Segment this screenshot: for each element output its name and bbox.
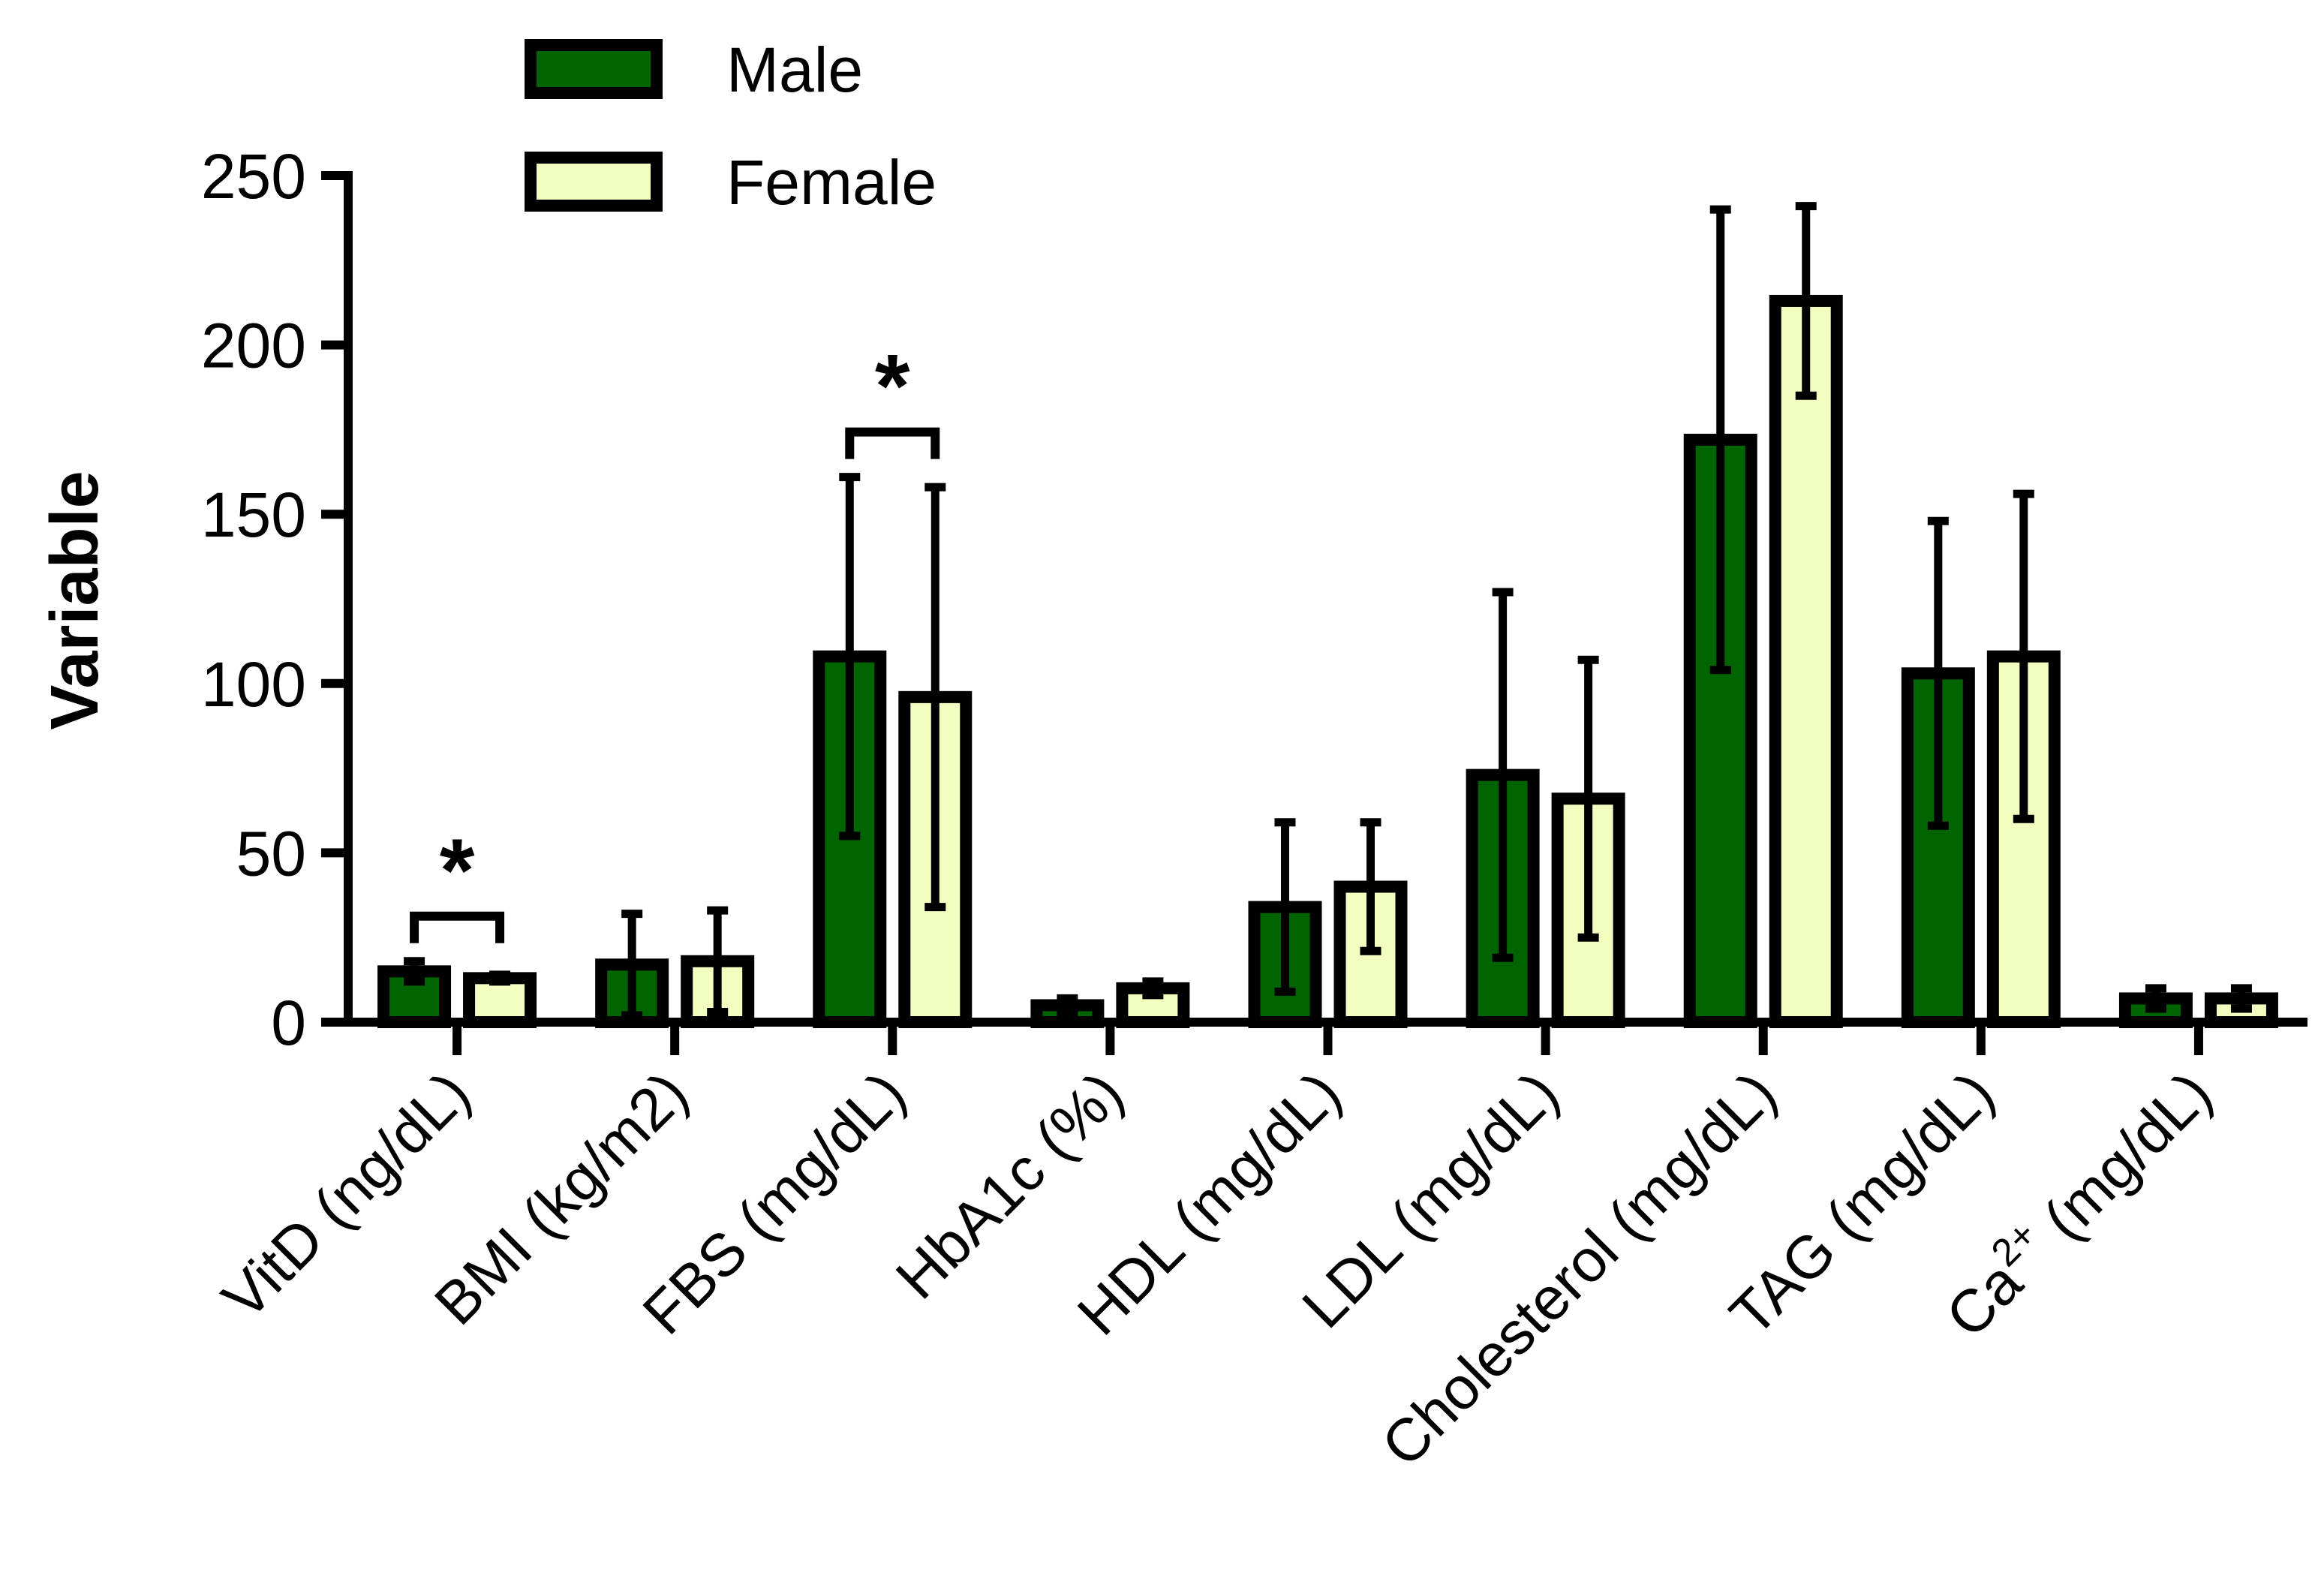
legend-label-female: Female [726, 147, 937, 218]
y-tick-label-250: 250 [201, 141, 306, 212]
y-tick-label-0: 0 [271, 988, 306, 1058]
significance-layer: ** [410, 336, 940, 943]
x-label-cholesterol-mg-dl: Cholesterol (mg/dL) [1369, 1059, 1789, 1479]
significance-bracket-1 [410, 911, 505, 943]
error-bars-layer [404, 202, 2252, 1020]
category-labels-layer: VitD (ng/dL)BMI (kg/m2)FBS (mg/dL)HbA1c … [209, 1059, 2224, 1479]
y-tick-label-100: 100 [201, 649, 306, 720]
legend-swatch-male [525, 39, 663, 99]
legend-swatch-female [525, 152, 663, 212]
significance-star-2: * [875, 336, 910, 437]
y-tick-label-200: 200 [201, 311, 306, 381]
bar-female-cholesterol-mg-dl [1769, 294, 1843, 1029]
y-tick-label-50: 50 [236, 818, 306, 889]
axes-layer: 0 50 100 150 200 250 [201, 141, 2307, 1058]
y-tick-label-150: 150 [201, 480, 306, 550]
legend-label-male: Male [726, 35, 863, 105]
y-axis-title: Variable [38, 471, 113, 729]
bars-layer [377, 294, 2278, 1029]
significance-star-1: * [440, 820, 475, 921]
legend: Male Female [525, 35, 937, 218]
significance-bracket-2 [845, 427, 940, 459]
